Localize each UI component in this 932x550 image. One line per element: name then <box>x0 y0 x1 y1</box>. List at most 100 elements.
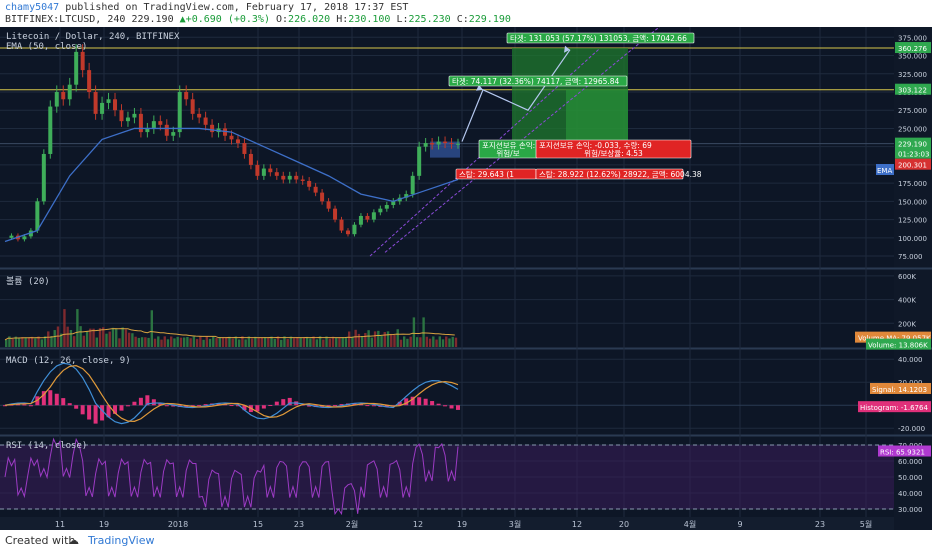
volume-bar[interactable] <box>95 337 98 347</box>
volume-bar[interactable] <box>393 335 396 347</box>
volume-bar[interactable] <box>212 336 215 347</box>
histogram-bar[interactable] <box>100 405 105 421</box>
histogram-bar[interactable] <box>333 405 338 407</box>
candle-body[interactable] <box>145 128 150 133</box>
volume-bar[interactable] <box>454 337 458 347</box>
histogram-bar[interactable] <box>229 405 234 407</box>
volume-bar[interactable] <box>380 335 383 347</box>
signal-line[interactable] <box>4 365 459 422</box>
histogram-bar[interactable] <box>132 401 137 406</box>
histogram-bar[interactable] <box>397 401 402 406</box>
candle-body[interactable] <box>436 141 441 145</box>
volume-bar[interactable] <box>386 331 390 347</box>
stop-label-2[interactable] <box>535 168 684 180</box>
histogram-bar[interactable] <box>93 405 98 424</box>
histogram-bar[interactable] <box>145 395 150 406</box>
volume-bar[interactable] <box>47 331 50 347</box>
histogram-bar[interactable] <box>164 405 169 407</box>
position-label-2[interactable] <box>535 139 692 159</box>
candle-body[interactable] <box>125 117 130 122</box>
volume-bar[interactable] <box>341 337 344 347</box>
volume-bar[interactable] <box>402 336 406 347</box>
histogram-bar[interactable] <box>28 405 33 407</box>
volume-bar[interactable] <box>189 338 192 347</box>
volume-bar[interactable] <box>425 336 429 347</box>
volume-bar[interactable] <box>153 338 157 347</box>
volume-bar[interactable] <box>302 337 306 347</box>
candle-body[interactable] <box>171 132 176 136</box>
volume-bar[interactable] <box>428 338 432 347</box>
target-label-2[interactable] <box>448 75 628 87</box>
volume-bar[interactable] <box>27 337 31 347</box>
candle-body[interactable] <box>410 175 415 195</box>
candle-body[interactable] <box>151 121 156 129</box>
target-label-1[interactable] <box>506 32 695 44</box>
candle-body[interactable] <box>41 153 46 202</box>
volume-bar[interactable] <box>63 309 66 347</box>
volume-bar[interactable] <box>147 337 150 347</box>
volume-bar[interactable] <box>115 328 118 347</box>
candle-body[interactable] <box>190 99 195 114</box>
volume-bar[interactable] <box>215 338 218 347</box>
volume-bar[interactable] <box>98 328 102 347</box>
candle-body[interactable] <box>371 212 376 220</box>
volume-bar[interactable] <box>218 337 221 347</box>
volume-bar[interactable] <box>192 336 196 347</box>
histogram-bar[interactable] <box>423 398 428 406</box>
volume-bar[interactable] <box>415 337 419 347</box>
candle-body[interactable] <box>307 180 312 187</box>
histogram-bar[interactable] <box>326 405 331 407</box>
candle-body[interactable] <box>184 91 189 100</box>
volume-bar[interactable] <box>82 335 86 347</box>
volume-bar[interactable] <box>335 337 338 347</box>
volume-bar[interactable] <box>72 336 76 347</box>
histogram-bar[interactable] <box>430 401 435 406</box>
candle-body[interactable] <box>339 219 344 231</box>
histogram-bar[interactable] <box>384 405 389 408</box>
volume-bar[interactable] <box>273 338 276 347</box>
volume-bar[interactable] <box>228 336 231 347</box>
histogram-bar[interactable] <box>436 403 441 406</box>
volume-bar[interactable] <box>438 336 441 347</box>
candle-body[interactable] <box>74 51 79 85</box>
candle-body[interactable] <box>67 84 72 100</box>
histogram-bar[interactable] <box>339 404 344 406</box>
candle-body[interactable] <box>210 124 215 133</box>
volume-bar[interactable] <box>263 337 267 347</box>
volume-bar[interactable] <box>286 339 289 347</box>
volume-bar[interactable] <box>432 336 435 347</box>
volume-bar[interactable] <box>17 338 21 347</box>
histogram-bar[interactable] <box>268 405 273 407</box>
candle-body[interactable] <box>28 230 33 237</box>
histogram-bar[interactable] <box>106 405 111 418</box>
candle-body[interactable] <box>248 153 253 165</box>
histogram-bar[interactable] <box>307 405 312 407</box>
volume-bar[interactable] <box>53 330 56 347</box>
histogram-bar[interactable] <box>274 401 279 406</box>
candle-body[interactable] <box>449 143 454 145</box>
volume-bar[interactable] <box>331 336 335 347</box>
histogram-bar[interactable] <box>443 405 448 407</box>
volume-bar[interactable] <box>24 337 27 347</box>
volume-bar[interactable] <box>250 338 254 347</box>
candle-body[interactable] <box>235 139 240 144</box>
histogram-bar[interactable] <box>449 405 454 409</box>
volume-bar[interactable] <box>85 331 89 347</box>
volume-bar[interactable] <box>166 339 170 347</box>
volume-bar[interactable] <box>364 333 367 347</box>
histogram-bar[interactable] <box>287 397 292 406</box>
histogram-bar[interactable] <box>48 390 53 406</box>
volume-bar[interactable] <box>79 326 82 347</box>
volume-bar[interactable] <box>182 337 186 347</box>
candle-body[interactable] <box>54 91 59 107</box>
candle-body[interactable] <box>48 106 53 154</box>
volume-bar[interactable] <box>76 309 79 347</box>
volume-bar[interactable] <box>325 336 328 347</box>
candle-body[interactable] <box>9 235 14 238</box>
candle-body[interactable] <box>320 192 325 202</box>
volume-bar[interactable] <box>176 336 179 347</box>
candle-body[interactable] <box>358 215 363 225</box>
candle-body[interactable] <box>300 179 305 181</box>
rsi-line[interactable] <box>4 437 459 516</box>
candle-body[interactable] <box>281 175 286 180</box>
